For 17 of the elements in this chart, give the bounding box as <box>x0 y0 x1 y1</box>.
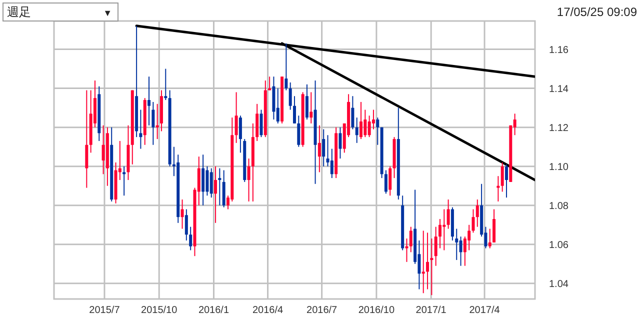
y-tick-label: 1.16 <box>549 44 569 56</box>
x-tick-label: 2015/7 <box>89 305 120 316</box>
x-tick-label: 2016/4 <box>252 305 284 316</box>
text: 17/05/25 09:09 <box>556 5 638 19</box>
x-tick-label: 2016/7 <box>306 305 338 316</box>
y-tick-label: 1.04 <box>549 278 569 290</box>
y-tick-label: 1.14 <box>549 84 569 95</box>
y-tick-label: 1.06 <box>549 240 569 251</box>
y-tick-label: 1.12 <box>549 122 569 134</box>
x-tick-label: 2016/10 <box>358 305 395 316</box>
x-tick-label: 2017/4 <box>469 305 500 316</box>
x-tick-label: 2017/1 <box>416 305 447 316</box>
x-tick-label: 2016/1 <box>198 305 230 316</box>
y-tick-label: 1.08 <box>549 200 569 212</box>
y-tick-label: 1.10 <box>549 162 569 173</box>
x-tick-label: 2015/10 <box>141 305 178 316</box>
select: 週足 ▼ <box>2 2 118 22</box>
